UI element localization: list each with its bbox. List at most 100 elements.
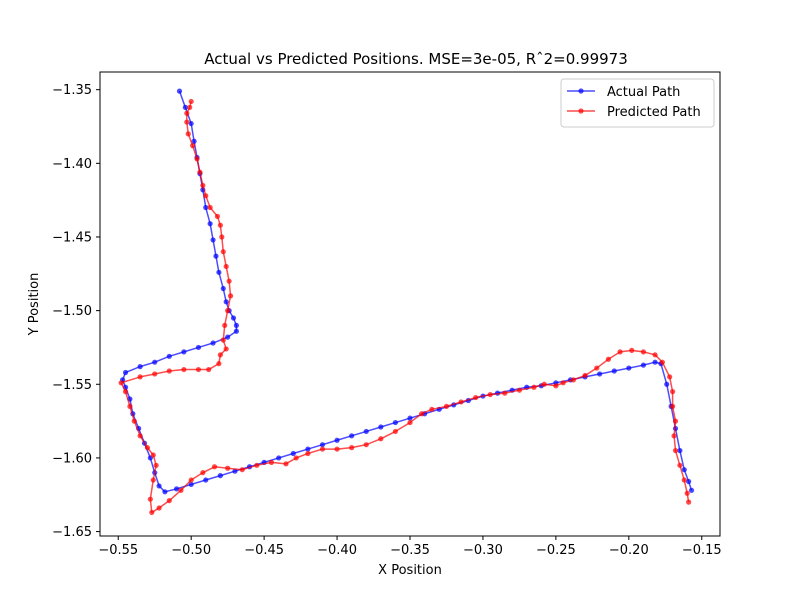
data-point-actual-path [195,344,202,351]
data-point-predicted-path [684,490,690,496]
data-point-actual-path [677,447,683,454]
data-point-predicted-path [144,445,151,451]
data-point-predicted-path [640,349,647,355]
y-tick-label: −1.40 [52,157,92,172]
data-point-actual-path [162,489,168,495]
data-point-predicted-path [166,498,172,504]
data-point-predicted-path [137,433,143,439]
legend-entry-predicted: Predicted Path [567,105,701,120]
data-point-predicted-path [188,98,194,105]
data-point-predicted-path [334,446,340,452]
data-point-actual-path [191,138,197,144]
x-tick-label: −0.30 [463,543,503,558]
data-point-actual-path [597,371,603,377]
data-point-predicted-path [672,447,679,454]
data-point-predicted-path [206,366,212,373]
data-point-predicted-path [214,213,221,219]
data-point-predicted-path [594,365,600,371]
data-point-predicted-path [149,509,155,516]
data-point-predicted-path [378,436,384,442]
x-tick-label: −0.50 [171,543,211,558]
legend: Actual Path Predicted Path [560,78,715,128]
data-point-actual-path [363,428,369,435]
data-point-predicted-path [153,462,159,468]
data-point-predicted-path [419,411,425,417]
data-point-predicted-path [217,352,223,358]
x-tick-label: −0.20 [609,543,649,558]
data-point-predicted-path [150,477,156,483]
data-point-actual-path [233,322,239,328]
legend-label-predicted: Predicted Path [607,105,701,120]
data-point-predicted-path [667,374,673,380]
data-point-actual-path [640,362,647,368]
data-point-predicted-path [222,322,228,328]
data-point-actual-path [305,446,311,452]
data-point-actual-path [407,415,413,421]
y-tick-label: −1.50 [52,304,92,319]
data-point-predicted-path [187,104,193,110]
y-tick-label: −1.65 [52,525,92,540]
data-point-actual-path [182,104,188,110]
data-point-predicted-path [516,387,523,393]
data-point-predicted-path [197,169,203,175]
data-point-actual-path [232,468,238,474]
data-point-actual-path [137,364,143,370]
y-tick-label: −1.35 [52,83,92,98]
data-point-predicted-path [195,366,202,373]
data-point-predicted-path [363,442,369,448]
data-point-predicted-path [184,110,190,116]
data-point-actual-path [223,299,229,305]
data-point-actual-path [233,328,239,334]
data-point-actual-path [152,359,158,365]
data-point-predicted-path [305,450,311,457]
data-point-predicted-path [443,403,450,409]
data-point-predicted-path [681,477,687,483]
data-point-predicted-path [392,428,399,435]
y-tick-label: −1.55 [52,378,92,393]
data-point-predicted-path [147,496,153,502]
data-point-predicted-path [487,391,493,398]
data-point-actual-path [203,477,209,483]
data-point-predicted-path [220,337,226,343]
data-point-actual-path [203,204,209,211]
data-point-predicted-path [502,390,508,396]
data-point-predicted-path [293,455,299,461]
data-point-predicted-path [118,380,124,386]
x-tick-label: −0.35 [390,543,430,558]
data-point-predicted-path [216,361,222,367]
x-axis-ticks: −0.55 −0.50 −0.45 −0.40 −0.35 −0.30 −0.25 −0.20… [98,536,722,558]
series-predicted-path [118,98,692,516]
data-point-predicted-path [156,505,162,511]
data-point-predicted-path [239,467,245,473]
legend-label-actual: Actual Path [607,85,680,100]
data-point-actual-path [652,359,658,365]
data-point-predicted-path [473,394,479,401]
legend-marker-predicted [578,108,584,114]
data-point-predicted-path [203,193,209,199]
data-point-predicted-path [686,499,692,505]
data-point-actual-path [392,419,399,426]
data-point-predicted-path [181,366,187,373]
data-point-predicted-path [219,234,225,240]
chart-title: Actual vs Predicted Positions. MSE=3e-05… [204,50,628,68]
data-point-predicted-path [225,465,231,471]
data-point-predicted-path [319,446,326,452]
data-point-predicted-path [127,403,133,409]
x-tick-label: −0.45 [244,543,284,558]
data-point-actual-path [213,253,219,259]
data-point-predicted-path [605,356,612,362]
data-point-actual-path [188,481,194,488]
x-tick-label: −0.15 [682,543,722,558]
data-point-actual-path [173,486,180,492]
data-point-predicted-path [458,399,464,405]
data-point-actual-path [290,450,296,457]
data-point-predicted-path [659,359,665,365]
data-point-predicted-path [582,372,588,379]
data-point-predicted-path [131,418,137,424]
data-point-actual-path [681,467,687,473]
data-point-predicted-path [672,418,679,424]
data-point-actual-path [122,369,129,376]
data-point-predicted-path [194,156,200,162]
data-point-actual-path [217,473,223,479]
